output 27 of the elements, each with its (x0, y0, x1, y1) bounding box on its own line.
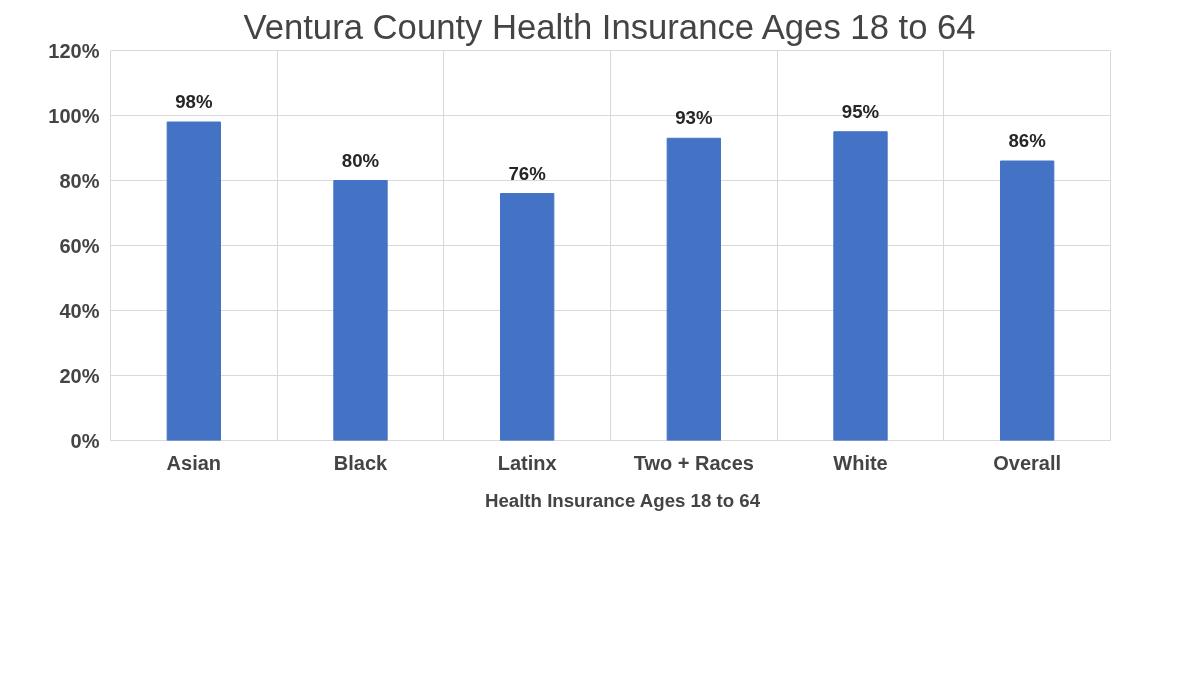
bar (666, 137, 721, 441)
y-tick-label: 120% (48, 39, 100, 62)
data-label: 95% (841, 100, 880, 122)
x-tick-label: Overall (993, 451, 1062, 474)
bar (333, 180, 388, 441)
bar (833, 131, 888, 441)
data-label: 98% (175, 91, 213, 112)
y-tick-label: 100% (48, 104, 100, 127)
y-tick-label: 0% (70, 429, 100, 452)
data-label: 86% (1008, 130, 1047, 151)
bar (500, 193, 555, 441)
x-tick-label: Asian (166, 451, 222, 474)
text: Health Insurance Ages 18 to 64 (484, 490, 761, 512)
y-tick-label: 20% (59, 364, 100, 387)
y-tick-label: 60% (59, 234, 100, 257)
x-tick-label: Latinx (497, 451, 557, 474)
data-label: 93% (675, 107, 713, 129)
x-tick-label: Black (333, 451, 389, 474)
bar (1000, 160, 1055, 441)
y-tick-label: 80% (59, 169, 100, 192)
data-label: 76% (508, 162, 547, 184)
data-label: 80% (341, 149, 380, 171)
x-tick-label: Two + Races (633, 451, 754, 474)
chart-title: Ventura County Health Insurance Ages 18 to 64 (243, 7, 976, 46)
bar (166, 121, 221, 441)
y-tick-label: 40% (59, 299, 100, 322)
x-tick-label: White (833, 451, 888, 474)
